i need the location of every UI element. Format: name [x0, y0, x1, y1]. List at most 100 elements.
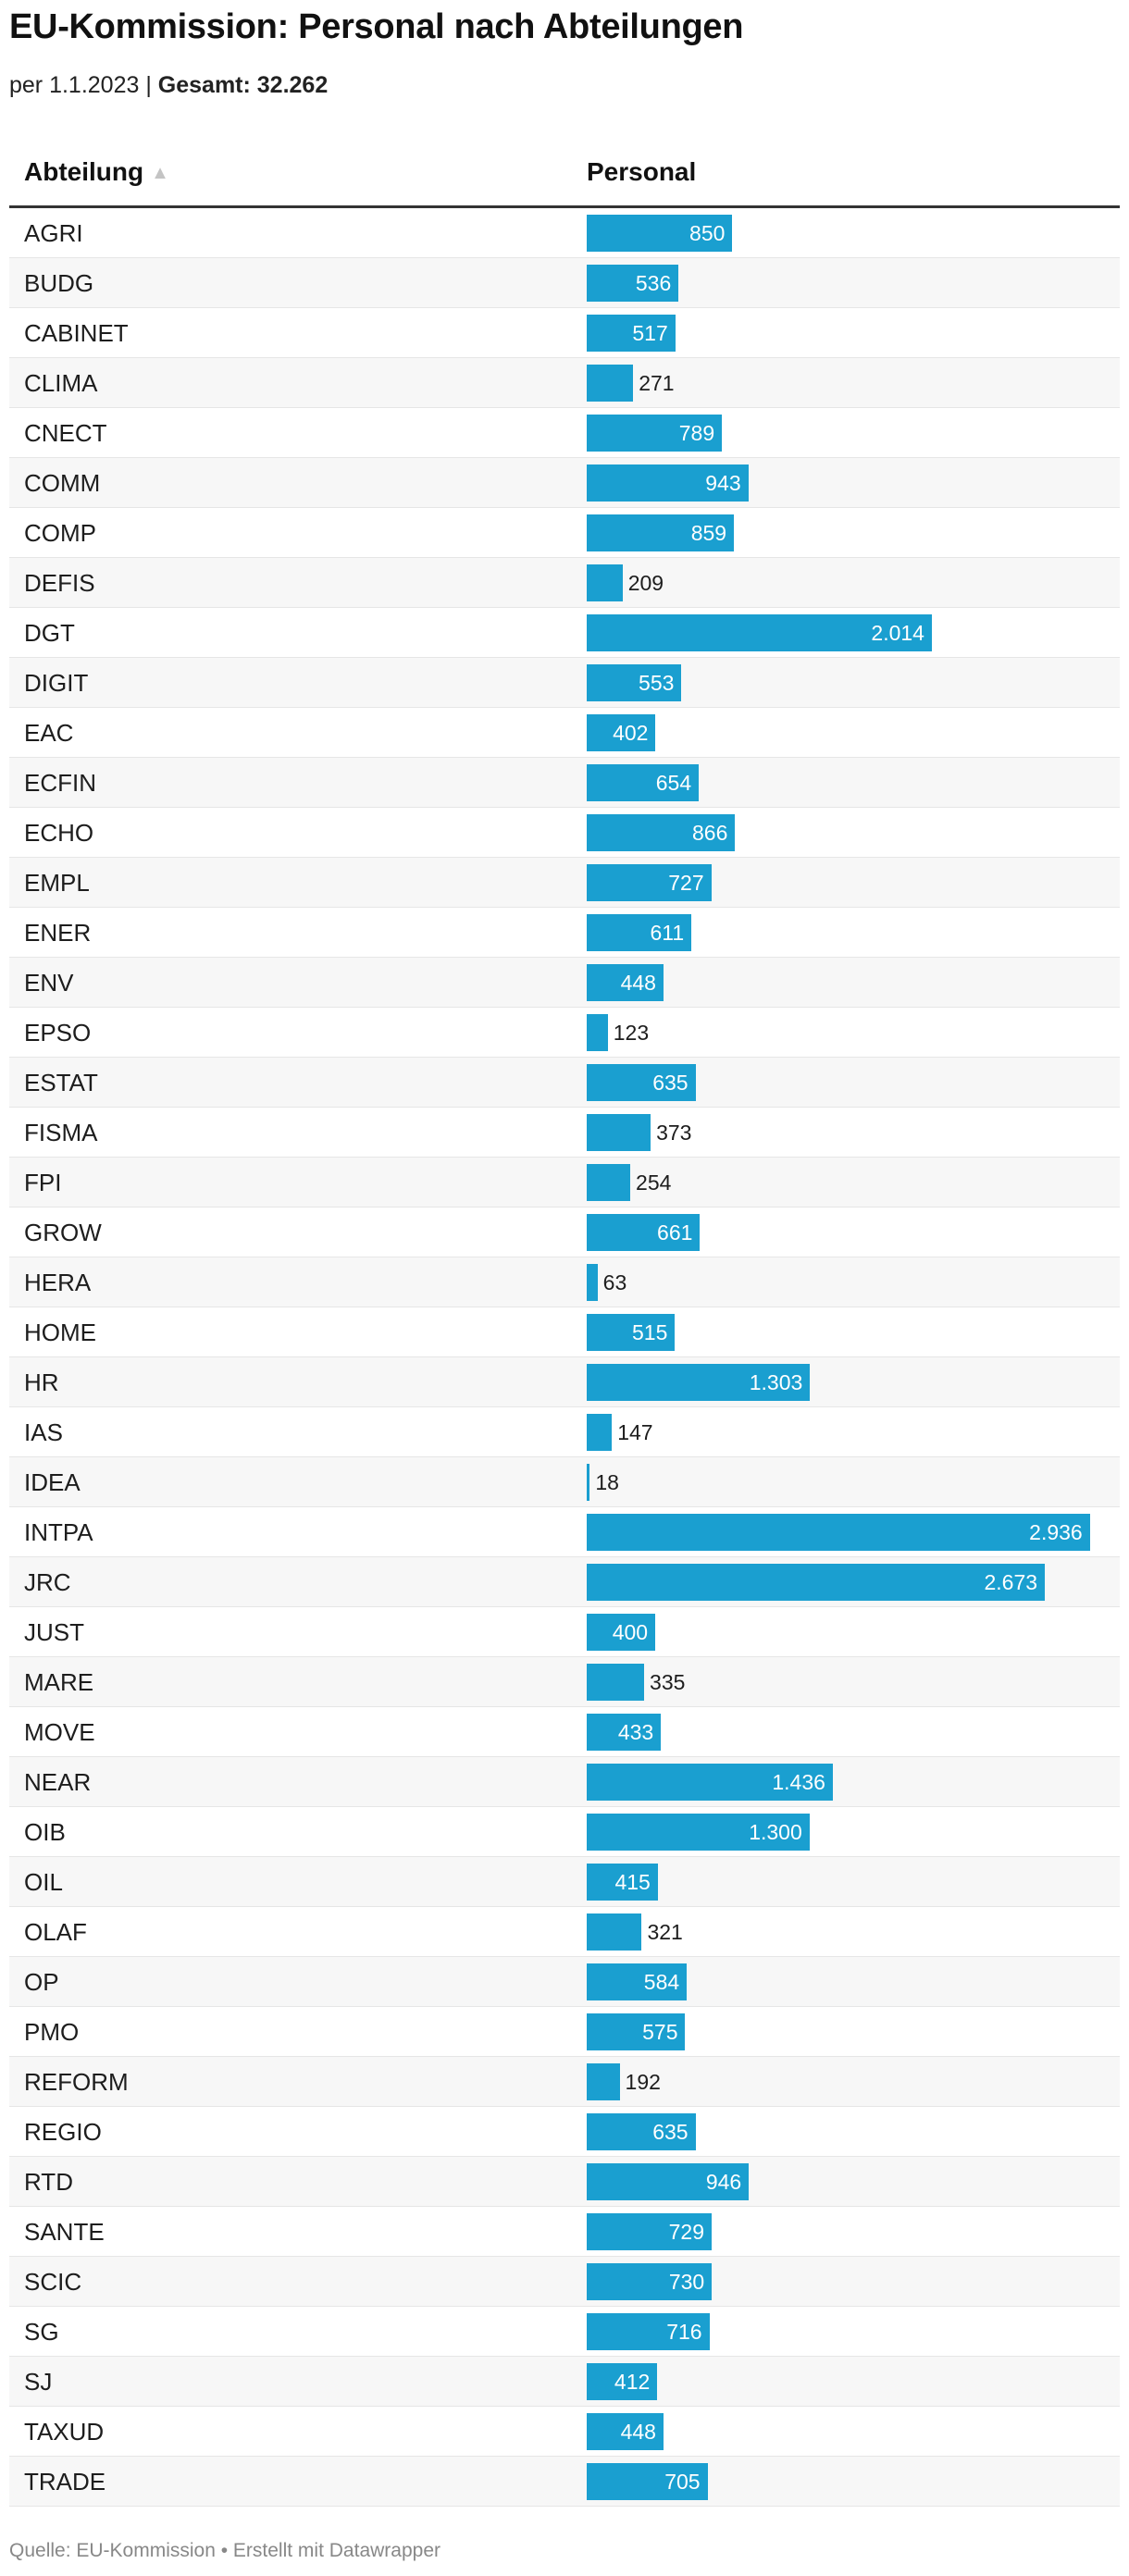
table-row: HOME 515 [9, 1307, 1120, 1357]
staff-value: 866 [692, 821, 728, 845]
staff-value: 611 [650, 921, 685, 945]
staff-value: 943 [705, 471, 741, 495]
staff-bar [587, 1364, 811, 1401]
staff-bar [587, 1164, 631, 1201]
department-label: DGT [24, 619, 75, 647]
department-label: NEAR [24, 1768, 92, 1796]
staff-bar [587, 315, 676, 352]
table-row: REFORM 192 [9, 2057, 1120, 2107]
table-row: BUDG 536 [9, 258, 1120, 308]
staff-bar [587, 2313, 710, 2350]
staff-bar [587, 1614, 656, 1651]
staff-bar [587, 464, 749, 502]
department-label: JRC [24, 1568, 71, 1596]
department-label: INTPA [24, 1518, 93, 1546]
staff-value: 271 [639, 371, 675, 395]
staff-bar [587, 265, 679, 302]
staff-value: 517 [632, 321, 668, 345]
table-row: JRC 2.673 [9, 1557, 1120, 1607]
staff-bar [587, 1913, 642, 1951]
staff-value: 575 [642, 2020, 678, 2044]
staff-bar [587, 714, 656, 751]
department-label: FISMA [24, 1119, 98, 1146]
table-row: REGIO 635 [9, 2107, 1120, 2157]
department-label: SJ [24, 2368, 53, 2396]
staff-bar [587, 2363, 658, 2400]
staff-bar [587, 2013, 686, 2050]
department-label: FPI [24, 1169, 62, 1196]
department-label: RTD [24, 2168, 73, 2196]
staff-bar [587, 1464, 590, 1501]
staff-value: 254 [636, 1170, 672, 1195]
header-divider [9, 205, 1120, 208]
staff-value: 584 [643, 1970, 680, 1994]
department-label: OIB [24, 1818, 66, 1846]
department-label: OP [24, 1968, 59, 1996]
sort-ascending-icon[interactable]: ▲ [151, 163, 169, 183]
column-header-department[interactable]: Abteilung ▲ [24, 157, 169, 187]
department-label: OLAF [24, 1918, 87, 1946]
staff-value: 635 [652, 1071, 689, 1095]
table-row: OIL 415 [9, 1857, 1120, 1907]
department-label: OIL [24, 1868, 63, 1896]
staff-bar [587, 1314, 676, 1351]
staff-value: 946 [705, 2170, 742, 2194]
subtitle-date: per 1.1.2023 | [9, 72, 158, 98]
staff-bar [587, 1814, 810, 1851]
table-row: TRADE 705 [9, 2457, 1120, 2507]
staff-bar [587, 2413, 664, 2450]
table-row: SANTE 729 [9, 2207, 1120, 2257]
department-label: TAXUD [24, 2418, 105, 2446]
staff-bar [587, 964, 664, 1001]
department-label: HOME [24, 1319, 96, 1346]
department-label: ESTAT [24, 1069, 98, 1096]
table-row: EPSO 123 [9, 1008, 1120, 1058]
table-row: COMM 943 [9, 458, 1120, 508]
staff-value: 415 [614, 1870, 651, 1894]
staff-value: 412 [614, 2370, 651, 2394]
staff-bar [587, 215, 733, 252]
department-label: EMPL [24, 869, 90, 897]
staff-bar [587, 1114, 651, 1151]
staff-value: 1.303 [749, 1370, 803, 1394]
table-row: RTD 946 [9, 2157, 1120, 2207]
staff-value: 321 [647, 1920, 683, 1944]
staff-bar [587, 365, 634, 402]
table-row: OP 584 [9, 1957, 1120, 2007]
staff-bar [587, 914, 692, 951]
table-row: COMP 859 [9, 508, 1120, 558]
department-label: EPSO [24, 1019, 92, 1046]
chart-title: EU-Kommission: Personal nach Abteilungen [9, 7, 744, 46]
staff-bar [587, 1664, 645, 1701]
department-label: PMO [24, 2018, 80, 2046]
staff-bar [587, 1014, 608, 1051]
table-row: AGRI 850 [9, 208, 1120, 258]
table-row: ECHO 866 [9, 808, 1120, 858]
staff-bar [587, 1514, 1090, 1551]
table-row: ESTAT 635 [9, 1058, 1120, 1108]
staff-bar [587, 514, 735, 551]
table-body: AGRI 850 BUDG 536 CABINET 517 CLIMA 271 CNECT 789… [9, 208, 1120, 2507]
table-row: TAXUD 448 [9, 2407, 1120, 2457]
department-label: CLIMA [24, 369, 98, 397]
department-label: BUDG [24, 269, 94, 297]
staff-bar [587, 664, 682, 701]
department-label: EAC [24, 719, 74, 747]
staff-value: 705 [664, 2470, 701, 2494]
staff-bar [587, 1414, 613, 1451]
staff-bar [587, 1564, 1046, 1601]
staff-value: 789 [678, 421, 715, 445]
table-row: DEFIS 209 [9, 558, 1120, 608]
staff-value: 850 [689, 221, 726, 245]
column-header-staff[interactable]: Personal [587, 157, 697, 186]
table-row: SG 716 [9, 2307, 1120, 2357]
department-label: CABINET [24, 319, 129, 347]
department-label: ECFIN [24, 769, 96, 797]
table-row: ENV 448 [9, 958, 1120, 1008]
table-row: FISMA 373 [9, 1108, 1120, 1158]
table-row: CLIMA 271 [9, 358, 1120, 408]
table-row: SJ 412 [9, 2357, 1120, 2407]
staff-value: 654 [655, 771, 692, 795]
table-row: PMO 575 [9, 2007, 1120, 2057]
staff-bar [587, 1214, 701, 1251]
